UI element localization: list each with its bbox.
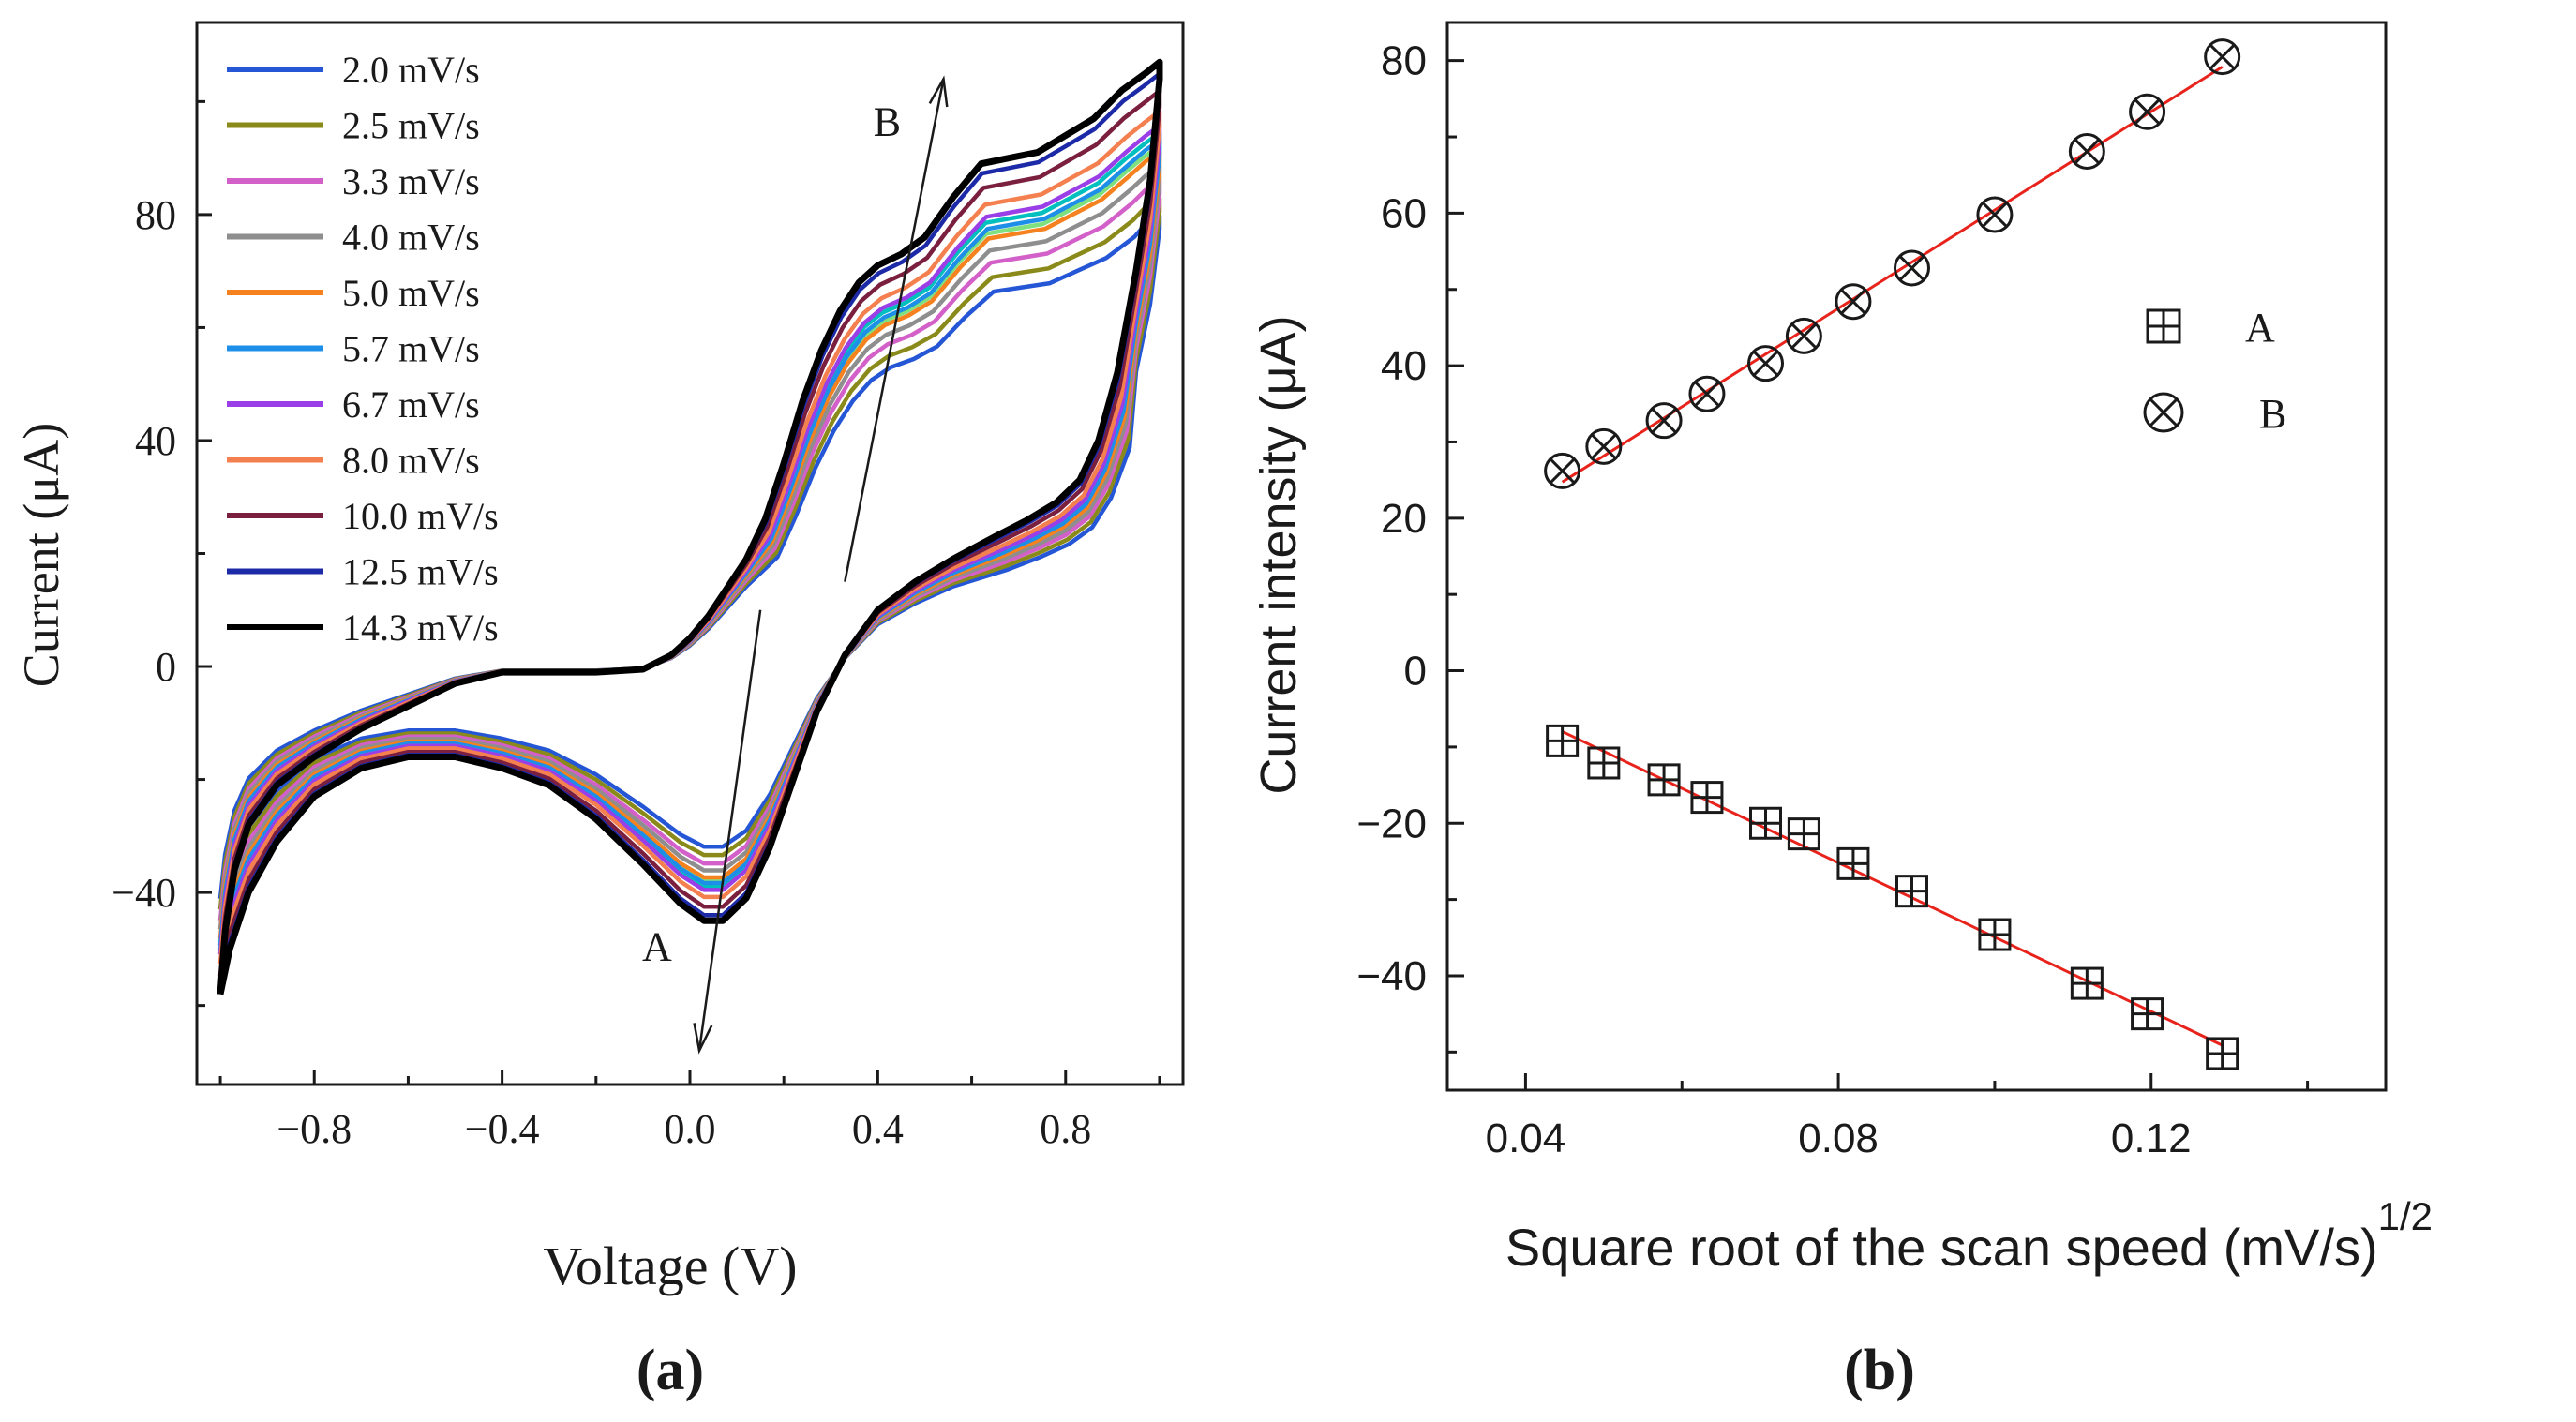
panel-b-point-b-d2 — [1752, 350, 1779, 377]
panel-b-legend: AB — [2143, 305, 2286, 437]
panel-a-legend-label: 3.3 mV/s — [342, 160, 480, 202]
panel-a-annotation-arrow — [697, 609, 762, 1052]
panel-b-point-b-d2 — [1981, 201, 2008, 229]
panel-a-y-tick-label: 80 — [135, 192, 176, 238]
panel-b-label: (b) — [1844, 1339, 1915, 1402]
panel-b-point-b — [2129, 93, 2166, 130]
panel-a-annotation-label: B — [874, 99, 901, 145]
panel-b-legend-marker-b — [2143, 392, 2184, 433]
panel-b-ticks: 0.04 0.08 0.12 −40 −20 0 20 40 60 80 — [1356, 38, 2310, 1161]
panel-b-y-tick-label: 20 — [1381, 496, 1427, 542]
panel-a-legend-label: 2.0 mV/s — [342, 49, 480, 91]
panel-b-point-b-d2 — [1790, 322, 1818, 350]
panel-a-annotations: AB — [642, 75, 949, 1055]
panel-b-point-b-d2 — [2074, 138, 2101, 165]
panel-b-fit-line — [1561, 730, 2224, 1047]
panel-a-y-tick-label: 40 — [135, 418, 176, 464]
panel-a: −0.8 −0.4 0.0 0.4 0.8 −40 0 40 80 2.0 mV/s 2.5 mV… — [13, 21, 1185, 1402]
panel-b-y-tick-label: 0 — [1404, 649, 1427, 695]
panel-a-legend-label: 4.0 mV/s — [342, 217, 480, 259]
panel-b-fit-lines — [1561, 66, 2224, 1047]
panel-b-point-b-d2 — [1651, 407, 1678, 434]
panel-a-legend-label: 12.5 mV/s — [342, 551, 499, 593]
panel-b-x-tick-label: 0.04 — [1486, 1115, 1566, 1161]
panel-b-legend-label-b: B — [2259, 391, 2286, 437]
panel-a-x-tick-label: −0.4 — [465, 1106, 540, 1152]
panel-b-point-b-d2 — [2209, 43, 2236, 70]
panel-b-y-axis-label: Current intensity (μA) — [1251, 315, 1307, 794]
panel-a-legend-label: 14.3 mV/s — [342, 606, 499, 649]
panel-a-curves — [217, 58, 1163, 995]
panel-b-point-b-d2 — [1590, 433, 1617, 460]
panel-a-x-tick-label: 0.8 — [1040, 1106, 1091, 1152]
panel-b-x-tick-label: 0.12 — [2111, 1115, 2192, 1161]
panel-a-legend-label: 5.7 mV/s — [342, 328, 480, 370]
panel-b-points — [1544, 38, 2241, 1070]
panel-b-y-tick-label: −40 — [1356, 953, 1427, 999]
panel-b: 0.04 0.08 0.12 −40 −20 0 20 40 60 80 AB Current i… — [1251, 21, 2433, 1402]
panel-b-point-b — [1893, 249, 1930, 287]
panel-b-y-tick-label: 40 — [1381, 343, 1427, 389]
panel-b-x-axis-label-superscript: 1/2 — [2378, 1194, 2433, 1238]
panel-b-plot-frame — [1445, 21, 2388, 1092]
panel-a-y-tick-label: −40 — [112, 870, 176, 916]
panel-a-y-tick-label: 0 — [156, 644, 176, 690]
panel-b-point-b-d2 — [1549, 457, 1576, 485]
panel-a-annotation-arrow — [844, 79, 945, 582]
panel-b-point-b — [1785, 317, 1822, 354]
panel-b-y-tick-label: 60 — [1381, 190, 1427, 236]
panel-b-x-axis-label-main: Square root of the scan speed (mV/s) — [1505, 1218, 2378, 1277]
panel-a-legend-label: 8.0 mV/s — [342, 440, 480, 482]
panel-a-annotation-label: A — [642, 923, 672, 969]
panel-b-point-b — [1544, 452, 1581, 489]
panel-b-y-tick-label: −20 — [1356, 801, 1427, 846]
panel-b-point-b — [1688, 375, 1726, 412]
panel-a-legend-label: 5.0 mV/s — [342, 272, 480, 314]
panel-a-annotation-arrowhead — [693, 1023, 713, 1055]
panel-a-x-tick-label: 0.4 — [852, 1106, 904, 1152]
panel-b-point-b — [1976, 196, 2014, 233]
panel-a-y-axis-label: Current (μA) — [13, 423, 69, 687]
panel-b-point-b-d2 — [2134, 98, 2161, 126]
panel-a-legend-label: 6.7 mV/s — [342, 383, 480, 426]
panel-a-legend-label: 2.5 mV/s — [342, 105, 480, 147]
panel-b-point-b-d2 — [1693, 381, 1720, 408]
panel-a-x-axis-label: Voltage (V) — [543, 1235, 797, 1296]
panel-b-point-b-d2 — [1898, 254, 1925, 281]
panel-b-legend-marker-b-d2 — [2149, 397, 2179, 427]
panel-b-x-axis-label: Square root of the scan speed (mV/s)1/2 — [1505, 1194, 2433, 1277]
panel-b-point-b — [1835, 283, 1872, 321]
panel-a-label: (a) — [637, 1339, 704, 1402]
panel-a-cv-curve — [217, 58, 1163, 995]
panel-b-point-b — [1645, 402, 1683, 440]
panel-b-point-b — [2068, 132, 2105, 170]
panel-b-x-tick-label: 0.08 — [1798, 1115, 1879, 1161]
panel-a-x-tick-label: −0.8 — [277, 1106, 352, 1152]
panel-b-point-b-d2 — [1839, 288, 1866, 315]
panel-b-point-b — [2204, 38, 2241, 76]
panel-a-ticks: −0.8 −0.4 0.0 0.4 0.8 −40 0 40 80 — [112, 99, 1161, 1152]
panel-b-point-b — [1585, 427, 1623, 465]
panel-a-x-tick-label: 0.0 — [665, 1106, 716, 1152]
panel-b-legend-label-a: A — [2245, 305, 2275, 351]
panel-a-legend: 2.0 mV/s 2.5 mV/s 3.3 mV/s 4.0 mV/s 5.0 mV/s… — [227, 49, 499, 649]
panel-a-legend-label: 10.0 mV/s — [342, 495, 499, 537]
panel-a-annotation-arrowhead — [928, 75, 949, 108]
panel-b-y-tick-label: 80 — [1381, 38, 1427, 84]
panel-b-point-b — [1747, 345, 1785, 382]
